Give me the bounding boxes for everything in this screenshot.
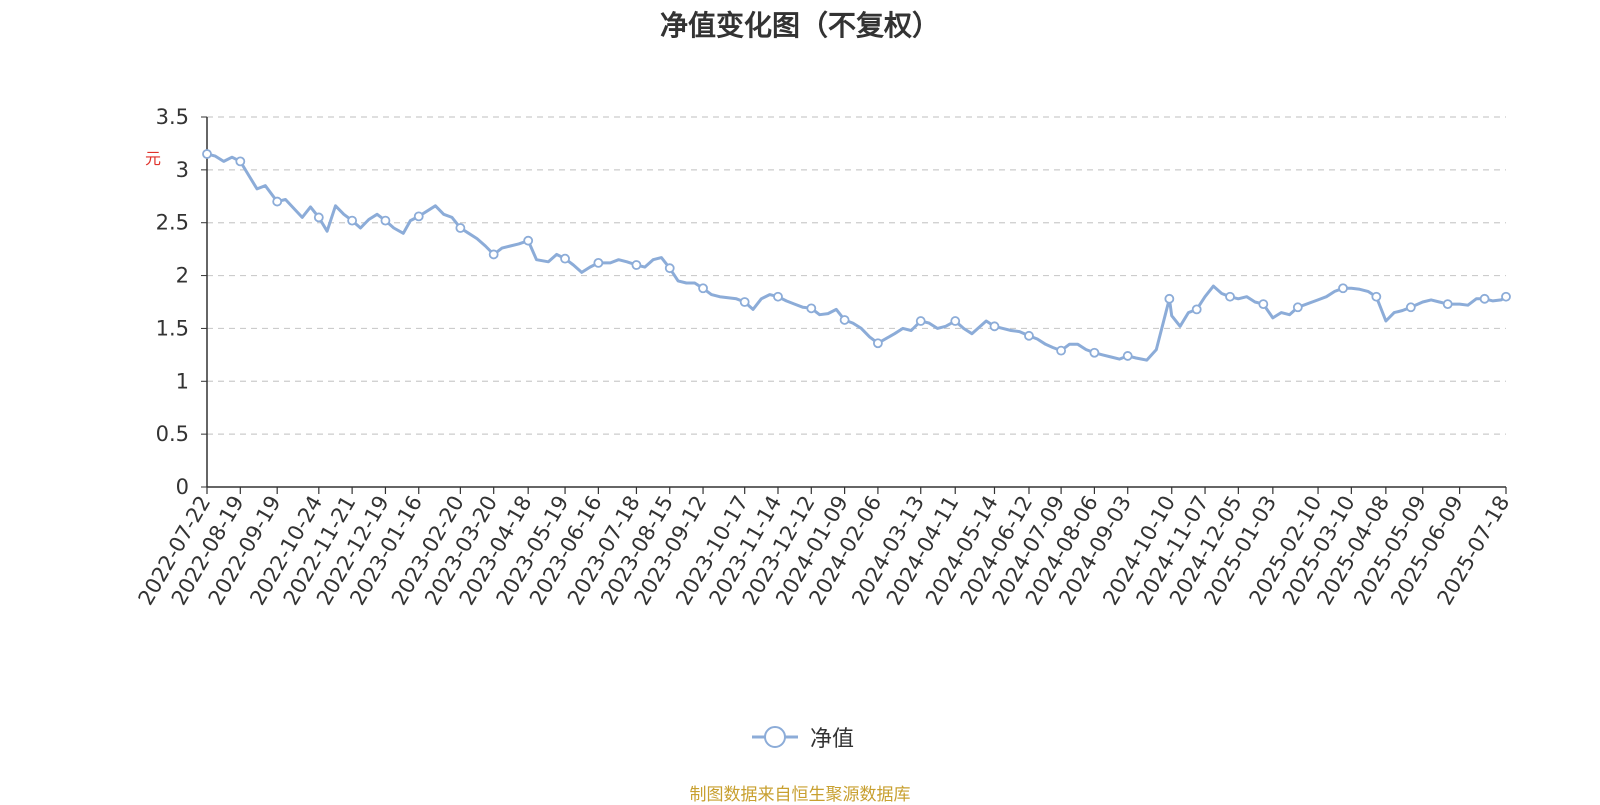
data-point <box>1442 299 1453 310</box>
data-point <box>698 283 708 294</box>
data-point <box>1225 291 1235 302</box>
data-point <box>739 297 750 307</box>
data-point <box>1191 304 1202 315</box>
data-point <box>989 321 1000 332</box>
data-point <box>915 316 926 326</box>
data-point <box>347 215 358 226</box>
data-point <box>1479 293 1490 304</box>
chart-title: 净值变化图（不复权） <box>659 9 940 42</box>
legend-line-marker-icon <box>752 726 798 748</box>
data-point <box>1122 351 1133 361</box>
data-point <box>1371 291 1382 302</box>
data-point <box>950 316 961 326</box>
data-point <box>873 338 883 349</box>
y-tick-label: 0.5 <box>156 422 189 446</box>
y-tick-label: 2 <box>176 264 189 288</box>
data-point <box>839 315 850 325</box>
y-tick-label: 3 <box>176 158 189 182</box>
data-source-note: 制图数据来自恒生聚源数据库 <box>689 785 911 805</box>
y-tick-label: 1.5 <box>156 316 189 340</box>
data-point <box>1024 330 1034 341</box>
data-point <box>235 156 246 167</box>
data-point <box>202 149 212 159</box>
data-point <box>1089 347 1100 358</box>
data-point <box>1405 302 1416 313</box>
data-point <box>631 260 642 270</box>
legend[interactable]: 净值 <box>750 722 854 752</box>
legend-label-nav: 净值 <box>810 727 855 752</box>
data-point <box>664 263 675 274</box>
y-tick-label: 1 <box>176 369 189 393</box>
data-point <box>560 253 570 264</box>
series-line-nav <box>205 152 1508 362</box>
data-point <box>1258 299 1269 310</box>
y-tick-label: 2.5 <box>156 211 189 235</box>
data-point <box>1164 293 1175 304</box>
data-point <box>773 291 783 302</box>
data-point <box>1292 302 1303 313</box>
data-point <box>413 211 424 222</box>
data-point <box>1056 345 1067 356</box>
y-tick-label: 3.5 <box>156 105 189 129</box>
data-point <box>1501 291 1511 302</box>
data-point <box>272 196 283 207</box>
data-point <box>593 257 604 268</box>
data-point <box>313 212 324 223</box>
y-axis-unit-label: 元 <box>142 150 161 166</box>
data-point <box>488 249 499 260</box>
data-point <box>380 215 391 226</box>
y-tick-label: 0 <box>176 475 189 499</box>
data-point <box>806 303 817 314</box>
data-point <box>1338 283 1348 294</box>
data-point <box>455 223 466 233</box>
data-point <box>523 235 534 246</box>
